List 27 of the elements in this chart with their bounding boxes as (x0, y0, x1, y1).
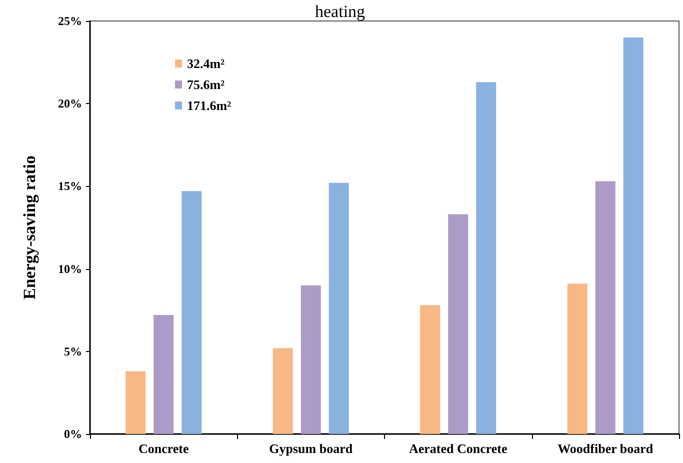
bar (623, 38, 644, 434)
y-tick-label: 0% (64, 427, 82, 441)
chart-title: heating (315, 2, 366, 21)
bar (300, 285, 321, 434)
bar (126, 371, 146, 434)
x-tick-label: Woodfiber board (558, 441, 654, 456)
bar (567, 284, 588, 434)
y-tick-label: 20% (58, 96, 82, 111)
bar (595, 181, 616, 434)
legend-label: 32.4m² (187, 56, 225, 71)
bar (182, 191, 202, 434)
bar (272, 348, 293, 434)
legend-label: 171.6m² (187, 98, 232, 113)
y-tick-label: 10% (58, 262, 82, 276)
x-tick-label: Aerated Concrete (408, 441, 508, 456)
x-tick-label: Concrete (138, 441, 189, 456)
legend-label: 75.6m² (187, 77, 225, 92)
bar (476, 82, 496, 434)
bar (448, 214, 468, 434)
y-tick-label: 5% (64, 344, 82, 358)
bar (154, 315, 174, 434)
y-axis-title: Energy-saving ratio (20, 155, 39, 300)
y-tick-label: 25% (58, 14, 82, 28)
bar (420, 305, 440, 434)
bar (328, 182, 349, 434)
y-tick-label: 15% (58, 179, 82, 194)
x-tick-label: Gypsum board (269, 441, 354, 456)
